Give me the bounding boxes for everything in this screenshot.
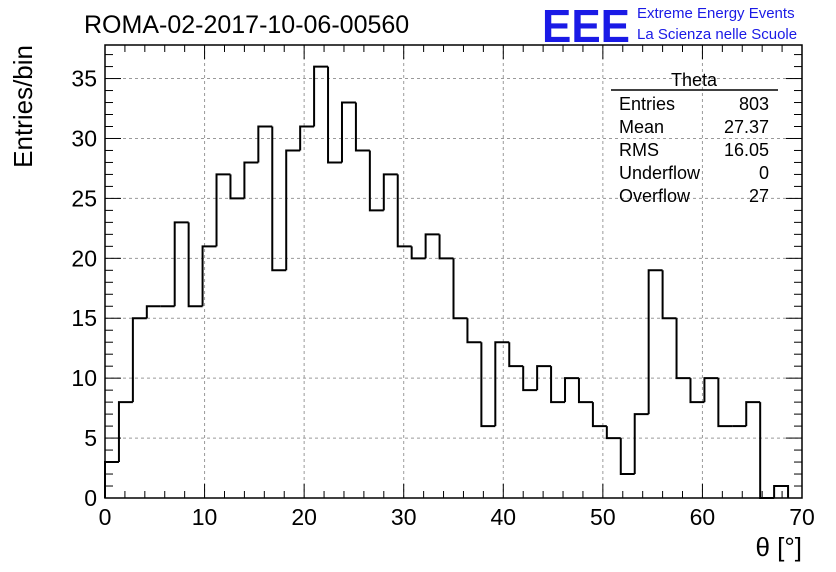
y-axis-ticks: 0 5 10 15 20 25 30 35 (71, 54, 802, 511)
stats-value-overflow: 27 (749, 186, 769, 206)
histogram-bin (508, 342, 524, 368)
histogram-bin (522, 366, 538, 392)
eee-logo: EEE (542, 0, 630, 52)
histogram-bin (410, 246, 426, 260)
histogram-bin (243, 161, 259, 199)
histogram-bin (313, 65, 329, 127)
x-tick-label: 30 (391, 504, 417, 530)
stats-value-underflow: 0 (759, 163, 769, 183)
x-tick-label: 40 (490, 504, 516, 530)
histogram-bin (564, 377, 579, 403)
histogram-bin (633, 413, 649, 475)
histogram-bin (424, 233, 440, 259)
stats-label-underflow: Underflow (619, 163, 701, 183)
histogram-bin (382, 173, 398, 211)
histogram-bin (215, 173, 231, 247)
y-tick-label: 20 (71, 245, 97, 271)
y-tick-label: 30 (71, 125, 97, 151)
histogram-bin (675, 318, 691, 380)
x-tick-label: 70 (789, 504, 815, 530)
histogram-bin (396, 174, 412, 248)
histogram-bin (773, 485, 790, 498)
stats-value-mean: 27.37 (724, 117, 769, 137)
histogram-bin (619, 438, 635, 476)
x-tick-label: 0 (99, 504, 112, 530)
histogram-bin (661, 270, 677, 320)
stats-label-entries: Entries (619, 94, 675, 114)
histogram-bin (368, 150, 384, 212)
stats-label-mean: Mean (619, 117, 664, 137)
x-tick-label: 50 (590, 504, 616, 530)
histogram-bin (536, 365, 552, 391)
stats-value-rms: 16.05 (724, 140, 769, 160)
histogram-bin (131, 317, 147, 403)
stats-label-rms: RMS (619, 140, 659, 160)
histogram-bin (605, 426, 621, 440)
histogram-bin (577, 378, 593, 404)
histogram-bin (145, 305, 161, 319)
histogram-bin (201, 245, 217, 307)
plot-frame (104, 44, 803, 499)
histogram-bin (550, 366, 566, 404)
x-axis-ticks: 0 10 20 30 40 50 60 70 (99, 45, 815, 530)
histogram-bin (340, 101, 356, 163)
y-tick-label: 10 (71, 365, 97, 391)
histogram-bin (117, 401, 133, 463)
histogram-bin (647, 269, 663, 415)
y-tick-label: 35 (71, 66, 97, 92)
histogram-bin (173, 221, 189, 307)
histogram-bin (717, 378, 733, 428)
histogram-bin (285, 149, 301, 271)
histogram-bin (452, 258, 468, 320)
stats-title: Theta (671, 70, 718, 90)
stats-box: Theta Entries 803 Mean 27.37 RMS 16.05 U… (611, 70, 778, 206)
stats-label-overflow: Overflow (619, 186, 691, 206)
histogram-bin (354, 102, 370, 152)
histogram-bin (187, 222, 203, 308)
histogram-bin (591, 402, 607, 428)
x-tick-label: 60 (690, 504, 716, 530)
x-axis-label: θ [°] (755, 532, 802, 562)
histogram-bin (703, 377, 719, 403)
stats-value-entries: 803 (739, 94, 769, 114)
logo-line-1: Extreme Energy Events (637, 5, 795, 22)
y-tick-label: 0 (84, 485, 97, 511)
histogram-bin (257, 125, 273, 163)
y-tick-label: 25 (71, 185, 97, 211)
histogram-bin (271, 126, 287, 272)
histogram-bin (299, 125, 315, 151)
histogram-bin (689, 378, 705, 404)
y-tick-label: 15 (71, 305, 97, 331)
histogram-bin (327, 66, 342, 164)
histogram-bars (104, 65, 790, 499)
y-axis-label: Entries/bin (8, 45, 38, 168)
x-tick-label: 20 (291, 504, 317, 530)
histogram-bin (759, 402, 775, 499)
histogram-bin (438, 234, 454, 260)
histogram-bin (104, 461, 119, 498)
logo-line-2: La Scienza nelle Scuole (637, 26, 797, 43)
x-tick-label: 10 (192, 504, 218, 530)
y-tick-label: 5 (84, 425, 97, 451)
histogram-bin (745, 401, 761, 427)
histogram-bin (480, 342, 496, 428)
histogram-bin (466, 318, 482, 344)
histogram-bin (229, 174, 245, 200)
chart-title: ROMA-02-2017-10-06-00560 (84, 11, 409, 39)
histogram-bin (494, 341, 510, 427)
